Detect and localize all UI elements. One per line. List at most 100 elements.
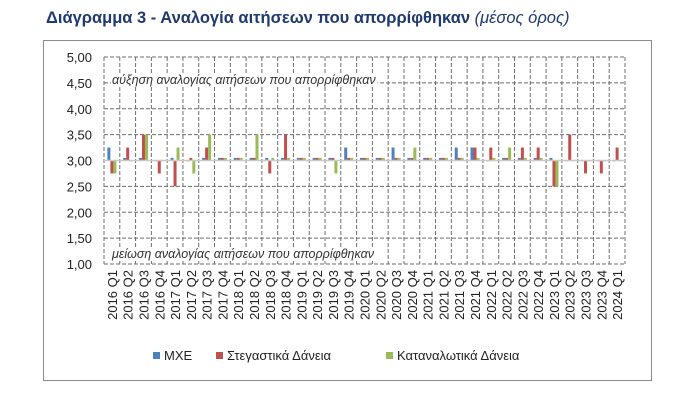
x-tick-label: 2016 Q4 — [152, 270, 167, 320]
bar — [517, 157, 521, 161]
bar — [144, 134, 148, 161]
bar — [268, 160, 272, 174]
annotation-background — [111, 73, 378, 87]
bar — [378, 157, 382, 161]
y-tick-label: 2,50 — [67, 179, 92, 194]
bar — [549, 157, 553, 161]
x-tick-label: 2023 Q4 — [594, 270, 609, 320]
legend-label: Στεγαστικά Δάνεια — [227, 348, 332, 363]
bar — [407, 157, 411, 161]
x-tick-label: 2020 Q4 — [405, 270, 420, 320]
x-tick-label: 2017 Q1 — [168, 270, 183, 320]
bar — [205, 147, 209, 161]
bar — [360, 157, 363, 161]
bar — [113, 160, 117, 174]
bar — [350, 157, 354, 161]
bar — [126, 147, 130, 161]
bar — [328, 157, 332, 161]
bar — [249, 157, 253, 161]
x-tick-label: 2018 Q3 — [263, 270, 278, 320]
x-tick-label: 2023 Q2 — [563, 270, 578, 320]
bar — [555, 160, 559, 187]
x-tick-label: 2021 Q2 — [436, 270, 451, 320]
bar — [223, 157, 227, 161]
bar — [438, 157, 442, 161]
bar — [192, 160, 196, 174]
bar — [523, 157, 527, 161]
legend-swatch — [386, 352, 393, 359]
x-tick-label: 2022 Q4 — [531, 270, 546, 320]
x-tick-label: 2019 Q4 — [342, 270, 357, 320]
bar — [141, 134, 145, 161]
legend-label: ΜΧΕ — [164, 348, 193, 363]
bar — [157, 160, 161, 174]
x-tick-label: 2016 Q3 — [136, 270, 151, 320]
bar — [457, 157, 461, 161]
bar — [502, 157, 506, 161]
bar — [410, 157, 414, 161]
bar — [489, 147, 493, 161]
bar — [426, 157, 430, 161]
annotation-background — [110, 247, 376, 261]
bar — [381, 157, 385, 161]
x-tick-label: 2023 Q3 — [579, 270, 594, 320]
annotation-decrease: μείωση αναλογίας αιτήσεων που απορρίφθηκ… — [111, 247, 375, 261]
chart-title: Διάγραμμα 3 - Αναλογία αιτήσεων που απορ… — [46, 9, 569, 28]
bar — [208, 134, 212, 161]
bar — [110, 160, 114, 174]
bar — [344, 147, 348, 161]
y-tick-label: 1,50 — [67, 231, 92, 246]
bar — [454, 147, 458, 161]
bar — [220, 157, 224, 161]
bar — [233, 157, 237, 161]
bar — [473, 147, 477, 161]
x-tick-label: 2018 Q2 — [247, 270, 262, 320]
x-tick-label: 2022 Q1 — [484, 270, 499, 320]
x-tick-label: 2018 Q1 — [231, 270, 246, 320]
bar — [173, 160, 177, 187]
bar — [284, 134, 288, 161]
bar — [552, 160, 556, 187]
bar — [299, 157, 303, 161]
x-tick-label: 2023 Q1 — [547, 270, 562, 320]
bar — [444, 157, 448, 161]
bar — [536, 147, 540, 161]
bar — [107, 147, 111, 161]
bar — [476, 157, 480, 161]
bar — [533, 157, 537, 161]
bar — [584, 160, 588, 174]
bar — [363, 157, 366, 161]
bar — [296, 157, 300, 161]
bar — [265, 157, 269, 161]
x-tick-label: 2022 Q3 — [515, 270, 530, 320]
x-tick-label: 2020 Q1 — [358, 270, 373, 320]
bar — [315, 157, 319, 161]
x-tick-label: 2019 Q2 — [310, 270, 325, 320]
bar — [413, 147, 417, 161]
bar — [318, 157, 322, 161]
y-tick-label: 5,00 — [67, 50, 92, 65]
y-tick-label: 3,00 — [67, 154, 92, 169]
x-tick-label: 2019 Q1 — [294, 270, 309, 320]
bar — [312, 157, 316, 161]
bar — [252, 157, 256, 161]
x-tick-label: 2018 Q4 — [279, 270, 294, 320]
bar — [366, 157, 369, 161]
y-tick-label: 3,50 — [67, 128, 92, 143]
bar — [239, 157, 243, 161]
bar — [271, 157, 275, 161]
x-tick-label: 2016 Q1 — [105, 270, 120, 320]
bar — [460, 157, 464, 161]
bar — [615, 147, 619, 161]
bar — [391, 147, 395, 161]
bar — [334, 160, 338, 174]
y-tick-label: 1,00 — [67, 257, 92, 272]
y-tick-label: 4,00 — [67, 102, 92, 117]
x-tick-label: 2021 Q1 — [421, 270, 436, 320]
bar — [302, 157, 306, 161]
x-tick-label: 2017 Q4 — [215, 270, 230, 320]
bar — [429, 157, 433, 161]
bar — [568, 134, 572, 161]
legend-swatch — [153, 352, 160, 359]
